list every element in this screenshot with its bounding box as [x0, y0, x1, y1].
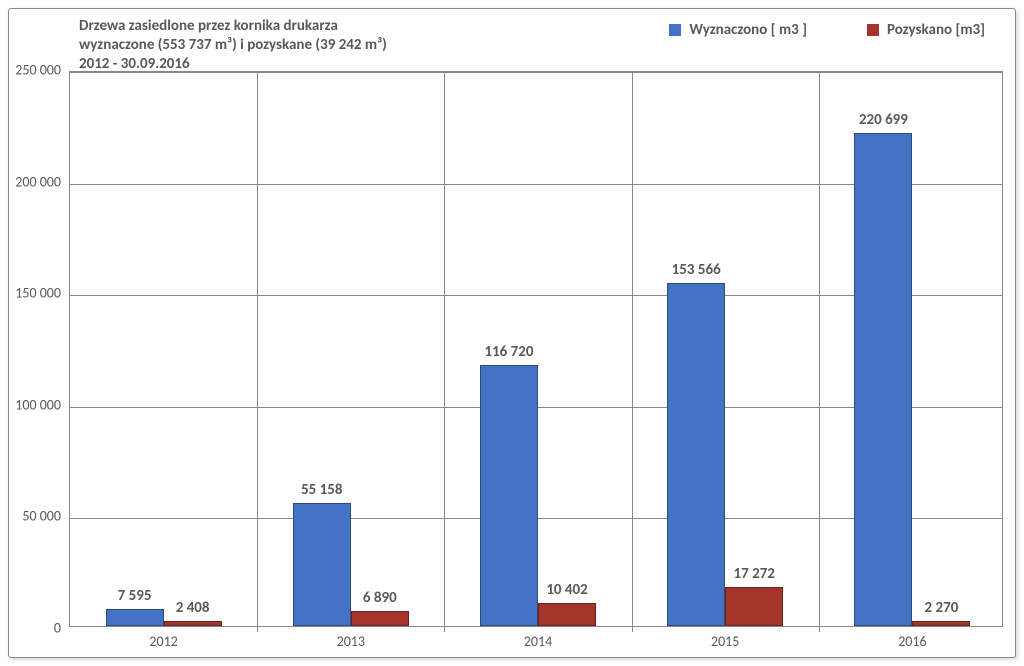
legend: Wyznaczono [ m3 ] Pozyskano [m3]	[669, 21, 985, 39]
x-tick-label: 2012	[149, 633, 177, 650]
bar	[351, 611, 409, 626]
bar	[854, 133, 912, 626]
y-tick-label: 250 000	[15, 62, 61, 79]
legend-item: Pozyskano [m3]	[867, 21, 985, 39]
legend-swatch	[867, 24, 879, 36]
legend-item: Wyznaczono [ m3 ]	[669, 21, 807, 39]
bar	[538, 603, 596, 626]
y-tick-label: 200 000	[15, 173, 61, 190]
category-divider	[632, 72, 633, 632]
bar	[164, 621, 222, 626]
bar	[725, 587, 783, 626]
x-tick-label: 2015	[711, 633, 739, 650]
bar	[667, 283, 725, 626]
bar	[912, 621, 970, 626]
legend-label: Pozyskano [m3]	[887, 21, 985, 39]
category-divider	[819, 72, 820, 632]
bar-data-label: 6 890	[363, 589, 397, 607]
x-tick-label: 2013	[337, 633, 365, 650]
y-axis: 050 000100 000150 000200 000250 000	[9, 71, 69, 627]
bar-data-label: 153 566	[672, 261, 721, 279]
y-tick-label: 0	[54, 620, 61, 637]
chart-title-line: wyznaczone (553 737 m³) i pozyskane (39 …	[79, 36, 387, 55]
bar	[293, 503, 351, 626]
bar-data-label: 220 699	[859, 111, 908, 129]
chart-container: Drzewa zasiedlone przez kornika drukarza…	[8, 8, 1016, 658]
legend-label: Wyznaczono [ m3 ]	[689, 21, 807, 39]
category-divider	[444, 72, 445, 632]
bar-data-label: 10 402	[546, 581, 587, 599]
bar	[106, 609, 164, 626]
x-tick-label: 2014	[524, 633, 552, 650]
bar-data-label: 7 595	[118, 587, 152, 605]
bar-data-label: 2 408	[176, 599, 210, 617]
category-divider	[257, 72, 258, 632]
bar-data-label: 17 272	[734, 565, 775, 583]
bar	[480, 365, 538, 626]
legend-swatch	[669, 24, 681, 36]
chart-title: Drzewa zasiedlone przez kornika drukarza…	[79, 17, 387, 73]
y-tick-label: 50 000	[22, 508, 61, 525]
plot-area: 20127 5952 408201355 1586 8902014116 720…	[69, 71, 1003, 627]
bar-data-label: 55 158	[301, 481, 342, 499]
gridline	[70, 72, 1002, 73]
bar-data-label: 2 270	[925, 599, 959, 617]
x-tick-label: 2016	[898, 633, 926, 650]
y-tick-label: 100 000	[15, 396, 61, 413]
bar-data-label: 116 720	[484, 343, 533, 361]
y-tick-label: 150 000	[15, 285, 61, 302]
chart-title-line: Drzewa zasiedlone przez kornika drukarza	[79, 17, 387, 36]
